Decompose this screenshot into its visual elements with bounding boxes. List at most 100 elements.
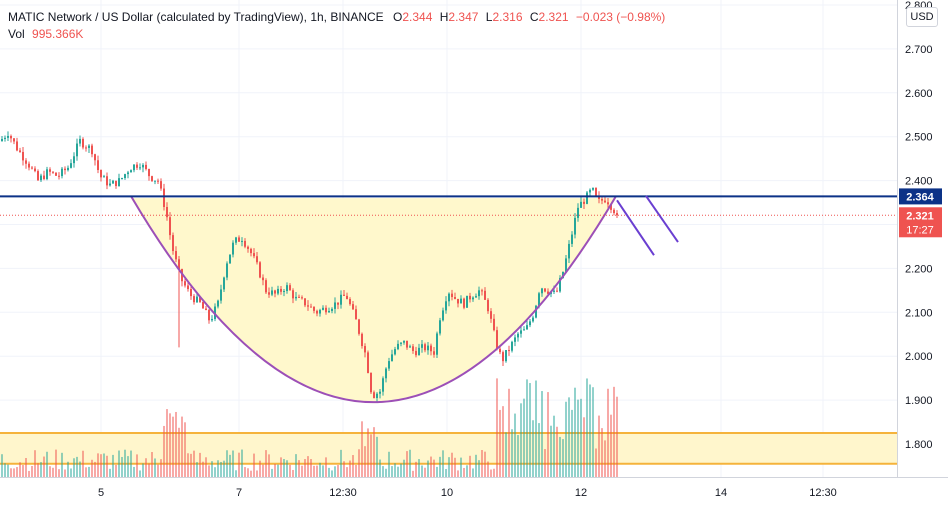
volume-bar [247,468,249,477]
volume-bar [130,450,132,477]
candle-body [541,288,543,294]
candle-body [211,319,213,321]
volume-bar [181,416,183,477]
candle-body [247,246,249,249]
volume-bar [589,384,591,477]
volume-bar [451,452,453,477]
volume-bar [73,458,75,477]
price-axis[interactable]: 2.8002.7002.6002.5002.4002.3002.2002.100… [897,0,933,477]
open-value: 2.344 [402,10,433,24]
close-value: 2.321 [538,10,569,24]
candle-body [118,178,120,187]
candle-body [565,258,567,272]
candle-body [343,294,345,296]
volume-bar [595,448,597,477]
price-tick-label: 2.100 [905,307,933,319]
candle-body [46,169,48,180]
volume-bar [217,460,219,477]
candle-body [250,248,252,254]
candle-body [64,168,66,171]
volume-bar [367,428,369,477]
volume-bar [598,415,600,477]
low-label: L [485,10,493,24]
candle-body [130,170,132,173]
volume-label: Vol [8,27,25,41]
volume-bar [100,454,102,477]
volume-bar [604,440,606,477]
candle-body [442,310,444,321]
volume-bar [583,417,585,477]
volume-bar [343,461,345,477]
volume-bar [37,463,39,477]
volume-bar [169,413,171,477]
time-axis[interactable]: 5 7 12:30 10 12 14 12:30 [0,477,948,500]
candle-body [367,352,369,373]
volume-bar [34,450,36,477]
candle-body [169,217,171,236]
candle-body [478,290,480,297]
cup-curve [130,195,617,403]
volume-bar [397,466,399,477]
volume-bar [325,457,327,477]
symbol-title[interactable]: MATIC Network / US Dollar (calculated by… [8,10,384,24]
volume-bar [175,411,177,477]
volume-bar [601,428,603,477]
chart-legend: MATIC Network / US Dollar (calculated by… [8,9,665,43]
volume-bar [88,466,90,477]
volume-bar [472,468,474,477]
volume-bar [364,446,366,477]
volume-bar [505,432,507,477]
candle-body [559,277,561,292]
volume-bar [283,459,285,477]
high-label: H [439,10,449,24]
candle-body [328,310,330,313]
candle-body [523,329,525,331]
time-tick-label: 12 [575,487,587,499]
volume-bar [514,413,516,477]
volume-bar [58,469,60,477]
volume-bar [421,465,423,477]
volume-bar [490,469,492,477]
candle-body [19,150,21,152]
volume-bar [46,451,48,477]
candle-body [265,280,267,293]
candle-body [235,237,237,243]
candle-body [136,164,138,168]
volume-bar [436,466,438,477]
volume-bar [373,427,375,477]
volume-bar [19,462,21,477]
candle-body [496,330,498,349]
volume-bar [427,460,429,477]
candle-body [424,344,426,351]
volume-bar [559,436,561,477]
volume-bar [250,470,252,477]
volume-bar [433,459,435,477]
candle-body [127,172,129,175]
volume-bar [304,459,306,477]
candle-body [430,345,432,352]
volume-bar [127,456,129,477]
candle-body [475,296,477,298]
candle-body [115,180,117,187]
candle-body [607,202,609,205]
candle-body [196,296,198,303]
candle-body [439,320,441,334]
resistance-price-text: 2.364 [906,191,934,203]
volume-bar [178,427,180,477]
price-tick-label: 2.600 [905,88,933,100]
candle-body [472,297,474,300]
currency-button[interactable]: USD [906,7,938,27]
volume-bar [22,465,24,477]
candle-body [13,138,15,142]
candle-body [346,295,348,300]
candle-body [241,240,243,242]
candle-body [223,277,225,290]
volume-bar [244,467,246,477]
volume-bar [355,464,357,477]
volume-bar [52,467,54,477]
volume-bar [484,451,486,477]
volume-bar [463,467,465,477]
time-tick-label: 12:30 [329,487,357,499]
candle-body [502,352,504,362]
